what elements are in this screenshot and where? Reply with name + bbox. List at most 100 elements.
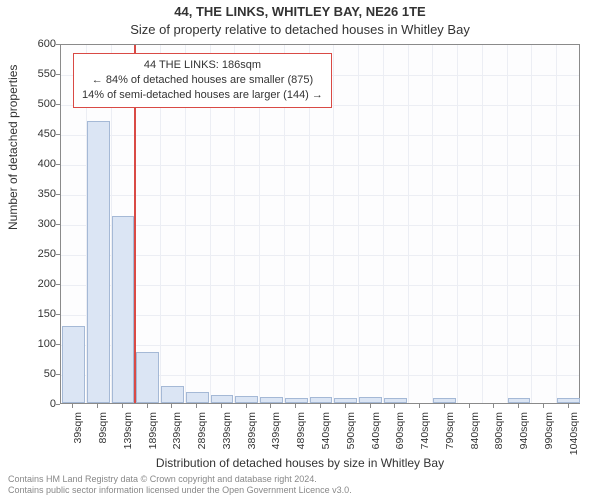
xtick-label: 690sqm bbox=[394, 412, 406, 462]
xtick-mark bbox=[72, 404, 73, 408]
bar bbox=[161, 386, 184, 403]
gridline-v bbox=[432, 45, 433, 403]
xtick-mark bbox=[370, 404, 371, 408]
ytick-mark bbox=[56, 74, 60, 75]
gridline-h bbox=[61, 195, 579, 196]
gridline-h bbox=[61, 285, 579, 286]
gridline-h bbox=[61, 255, 579, 256]
xtick-label: 139sqm bbox=[122, 412, 134, 462]
xtick-label: 39sqm bbox=[72, 412, 84, 462]
gridline-h bbox=[61, 165, 579, 166]
bar bbox=[334, 398, 357, 403]
y-axis-label: Number of detached properties bbox=[6, 65, 20, 230]
xtick-label: 1040sqm bbox=[568, 412, 580, 462]
gridline-v bbox=[333, 45, 334, 403]
gridline-v bbox=[556, 45, 557, 403]
xtick-label: 389sqm bbox=[246, 412, 258, 462]
gridline-v bbox=[507, 45, 508, 403]
gridline-h bbox=[61, 315, 579, 316]
bar bbox=[186, 392, 209, 403]
footer-line2: Contains public sector information licen… bbox=[8, 485, 352, 496]
gridline-v bbox=[358, 45, 359, 403]
footer-copyright: Contains HM Land Registry data © Crown c… bbox=[8, 474, 352, 496]
xtick-mark bbox=[493, 404, 494, 408]
info-box-line3: 14% of semi-detached houses are larger (… bbox=[82, 88, 323, 103]
ytick-label: 500 bbox=[16, 98, 56, 110]
xtick-mark bbox=[568, 404, 569, 408]
gridline-v bbox=[531, 45, 532, 403]
ytick-mark bbox=[56, 344, 60, 345]
xtick-mark bbox=[444, 404, 445, 408]
ytick-mark bbox=[56, 404, 60, 405]
gridline-v bbox=[383, 45, 384, 403]
bar bbox=[433, 398, 456, 403]
plot-area: 44 THE LINKS: 186sqm ← 84% of detached h… bbox=[60, 44, 580, 404]
footer-line1: Contains HM Land Registry data © Crown c… bbox=[8, 474, 352, 485]
xtick-mark bbox=[221, 404, 222, 408]
xtick-mark bbox=[394, 404, 395, 408]
xtick-mark bbox=[122, 404, 123, 408]
xtick-label: 239sqm bbox=[171, 412, 183, 462]
xtick-label: 790sqm bbox=[444, 412, 456, 462]
gridline-h bbox=[61, 345, 579, 346]
ytick-mark bbox=[56, 374, 60, 375]
bar bbox=[508, 398, 531, 403]
bar bbox=[285, 398, 308, 403]
info-box: 44 THE LINKS: 186sqm ← 84% of detached h… bbox=[73, 53, 332, 108]
ytick-label: 600 bbox=[16, 38, 56, 50]
xtick-label: 640sqm bbox=[370, 412, 382, 462]
bar bbox=[112, 216, 135, 403]
bar bbox=[235, 396, 258, 403]
xtick-label: 740sqm bbox=[419, 412, 431, 462]
gridline-v bbox=[482, 45, 483, 403]
ytick-mark bbox=[56, 44, 60, 45]
ytick-label: 0 bbox=[16, 398, 56, 410]
xtick-label: 840sqm bbox=[469, 412, 481, 462]
xtick-label: 590sqm bbox=[345, 412, 357, 462]
xtick-label: 990sqm bbox=[543, 412, 555, 462]
xtick-label: 439sqm bbox=[270, 412, 282, 462]
ytick-mark bbox=[56, 254, 60, 255]
xtick-mark bbox=[246, 404, 247, 408]
xtick-label: 540sqm bbox=[320, 412, 332, 462]
bar bbox=[87, 121, 110, 403]
bar bbox=[359, 397, 382, 403]
xtick-label: 940sqm bbox=[518, 412, 530, 462]
xtick-label: 289sqm bbox=[196, 412, 208, 462]
ytick-label: 150 bbox=[16, 308, 56, 320]
xtick-mark bbox=[270, 404, 271, 408]
ytick-label: 200 bbox=[16, 278, 56, 290]
xtick-mark bbox=[196, 404, 197, 408]
xtick-label: 890sqm bbox=[493, 412, 505, 462]
bar bbox=[557, 398, 580, 403]
xtick-mark bbox=[419, 404, 420, 408]
ytick-label: 450 bbox=[16, 128, 56, 140]
gridline-h bbox=[61, 225, 579, 226]
chart-title-main: 44, THE LINKS, WHITLEY BAY, NE26 1TE bbox=[0, 4, 600, 19]
ytick-label: 250 bbox=[16, 248, 56, 260]
ytick-label: 550 bbox=[16, 68, 56, 80]
xtick-label: 489sqm bbox=[295, 412, 307, 462]
gridline-v bbox=[408, 45, 409, 403]
gridline-h bbox=[61, 135, 579, 136]
chart-container: 44, THE LINKS, WHITLEY BAY, NE26 1TE Siz… bbox=[0, 0, 600, 500]
ytick-label: 400 bbox=[16, 158, 56, 170]
ytick-mark bbox=[56, 104, 60, 105]
info-box-line2: ← 84% of detached houses are smaller (87… bbox=[82, 73, 323, 88]
xtick-label: 339sqm bbox=[221, 412, 233, 462]
chart-title-sub: Size of property relative to detached ho… bbox=[0, 22, 600, 37]
xtick-label: 189sqm bbox=[147, 412, 159, 462]
ytick-mark bbox=[56, 134, 60, 135]
ytick-label: 50 bbox=[16, 368, 56, 380]
xtick-mark bbox=[295, 404, 296, 408]
gridline-v bbox=[457, 45, 458, 403]
bar bbox=[260, 397, 283, 403]
xtick-mark bbox=[543, 404, 544, 408]
info-box-line1: 44 THE LINKS: 186sqm bbox=[82, 58, 323, 73]
xtick-mark bbox=[345, 404, 346, 408]
xtick-mark bbox=[171, 404, 172, 408]
ytick-mark bbox=[56, 224, 60, 225]
xtick-label: 89sqm bbox=[97, 412, 109, 462]
ytick-label: 300 bbox=[16, 218, 56, 230]
bar bbox=[211, 395, 234, 403]
